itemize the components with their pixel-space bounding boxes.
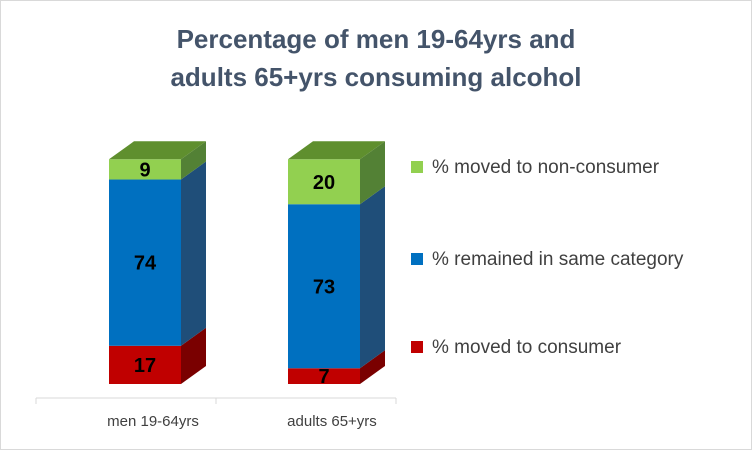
bar-1-series-1-side bbox=[360, 186, 385, 369]
data-label-0-2: 9 bbox=[139, 159, 150, 181]
data-label-1-0: 7 bbox=[318, 366, 329, 388]
x-tick-label-0: men 19-64yrs bbox=[107, 413, 199, 430]
bar-0-series-2-side bbox=[181, 141, 206, 180]
bar-0-series-2-front bbox=[109, 159, 181, 180]
data-label-0-1: 74 bbox=[134, 253, 157, 275]
bar-1-series-2-front bbox=[288, 159, 360, 205]
legend-label-1: % remained in same category bbox=[432, 249, 684, 270]
bar-1-series-1-front bbox=[288, 204, 360, 369]
chart-title: Percentage of men 19-64yrs and adults 65… bbox=[0, 20, 752, 96]
legend-swatch-0 bbox=[411, 161, 423, 173]
legend-swatch-1 bbox=[411, 253, 423, 265]
chart-title-line-2: adults 65+yrs consuming alcohol bbox=[170, 62, 582, 92]
bar-1-series-0-front bbox=[288, 368, 360, 384]
chart-title-line-1: Percentage of men 19-64yrs and bbox=[176, 24, 576, 54]
data-label-1-2: 20 bbox=[313, 172, 335, 194]
bar-0-series-1-side bbox=[181, 161, 206, 346]
bar-1-series-2-side bbox=[360, 141, 385, 205]
bar-0-series-0-front bbox=[109, 345, 181, 384]
bar-0-series-0-side bbox=[181, 327, 206, 384]
legend-swatch-2 bbox=[411, 341, 423, 353]
bar-1-series-0-side bbox=[360, 350, 385, 384]
legend-label-2: % moved to consumer bbox=[432, 337, 622, 358]
x-tick-label-1: adults 65+yrs bbox=[287, 413, 377, 430]
bar-1-series-2-top bbox=[288, 141, 385, 160]
bar-0-series-1-front bbox=[109, 179, 181, 346]
data-label-1-1: 73 bbox=[313, 276, 335, 298]
data-label-0-0: 17 bbox=[134, 355, 156, 377]
legend-label-0: % moved to non-consumer bbox=[432, 157, 660, 178]
bar-0-series-2-top bbox=[109, 141, 206, 160]
